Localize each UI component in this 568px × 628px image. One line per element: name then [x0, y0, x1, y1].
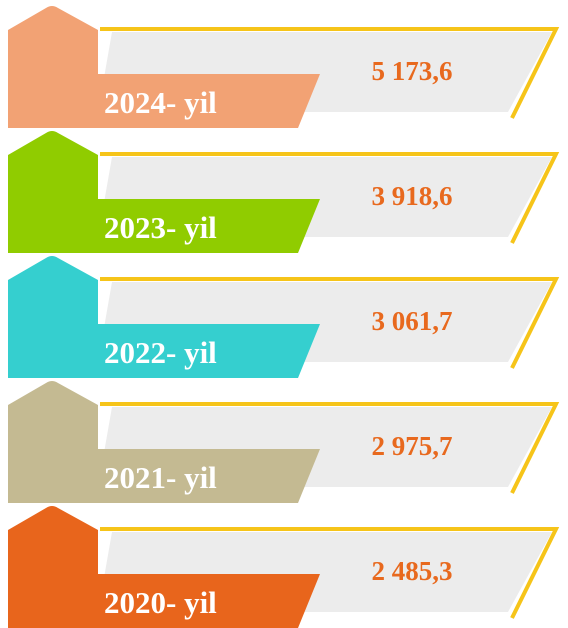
- year-label: 2022- yil: [104, 335, 217, 370]
- year-block: 2021- yil 2 975,7: [8, 381, 560, 503]
- house-shape: [8, 131, 98, 201]
- year-block: 2022- yil 3 061,7: [8, 256, 560, 378]
- year-block: 2023- yil 3 918,6: [8, 131, 560, 253]
- year-ribbon: [8, 199, 320, 253]
- house-shape: [8, 381, 98, 451]
- value-label: 3 061,7: [372, 306, 453, 336]
- house-shape: [8, 6, 98, 76]
- panel-border: [100, 527, 560, 619]
- value-label: 2 975,7: [372, 431, 453, 461]
- panel-border: [100, 152, 560, 244]
- year-ribbon: [8, 574, 320, 628]
- year-block: 2020- yil 2 485,3: [8, 506, 560, 628]
- year-label: 2024- yil: [104, 85, 217, 120]
- value-label: 5 173,6: [372, 56, 453, 86]
- value-label: 2 485,3: [372, 556, 453, 586]
- year-ribbon: [8, 74, 320, 128]
- house-shape: [8, 256, 98, 326]
- panel-border: [100, 277, 560, 369]
- year-label: 2021- yil: [104, 460, 217, 495]
- house-shape: [8, 506, 98, 576]
- year-block: 2024- yil 5 173,6: [8, 6, 560, 128]
- year-label: 2020- yil: [104, 585, 217, 620]
- year-ribbon: [8, 324, 320, 378]
- panel-border: [100, 27, 560, 119]
- panel-border: [100, 402, 560, 494]
- value-label: 3 918,6: [372, 181, 453, 211]
- year-ribbon: [8, 449, 320, 503]
- year-label: 2023- yil: [104, 210, 217, 245]
